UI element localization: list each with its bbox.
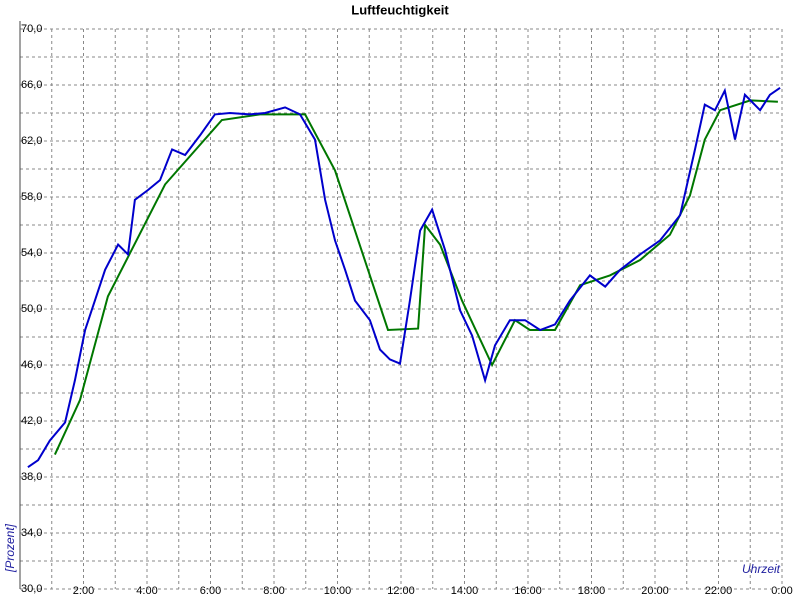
- y-tick-label: 66,0: [21, 79, 42, 91]
- y-tick-label: 70,0: [21, 23, 42, 35]
- chart-title: Luftfeuchtigkeit: [351, 2, 449, 17]
- x-tick-label: 20:00: [641, 585, 669, 597]
- y-tick-label: 54,0: [21, 247, 42, 259]
- x-tick-label: 10:00: [324, 585, 352, 597]
- y-tick-label: 50,0: [21, 303, 42, 315]
- data-line: [53, 99, 778, 456]
- data-line: [27, 86, 781, 469]
- x-tick-label: 14:00: [451, 585, 479, 597]
- x-tick-label: 2:00: [73, 585, 94, 597]
- y-tick-label: 42,0: [21, 415, 42, 427]
- x-tick-label: 8:00: [263, 585, 284, 597]
- x-tick-label: 0:00: [771, 585, 792, 597]
- y-tick-label: 62,0: [21, 135, 42, 147]
- x-tick-label: 6:00: [200, 585, 221, 597]
- x-tick-label: 16:00: [514, 585, 542, 597]
- y-tick-label: 38,0: [21, 471, 42, 483]
- x-axis-label: Uhrzeit: [742, 562, 781, 576]
- y-axis-label: [Prozent]: [3, 523, 17, 573]
- y-tick-label: 34,0: [21, 527, 42, 539]
- y-tick-label: 30,0: [21, 583, 42, 595]
- y-tick-label: 46,0: [21, 359, 42, 371]
- y-tick-label: 58,0: [21, 191, 42, 203]
- x-tick-label: 12:00: [387, 585, 415, 597]
- x-tick-label: 18:00: [578, 585, 606, 597]
- x-tick-label: 4:00: [136, 585, 157, 597]
- x-tick-label: 22:00: [705, 585, 733, 597]
